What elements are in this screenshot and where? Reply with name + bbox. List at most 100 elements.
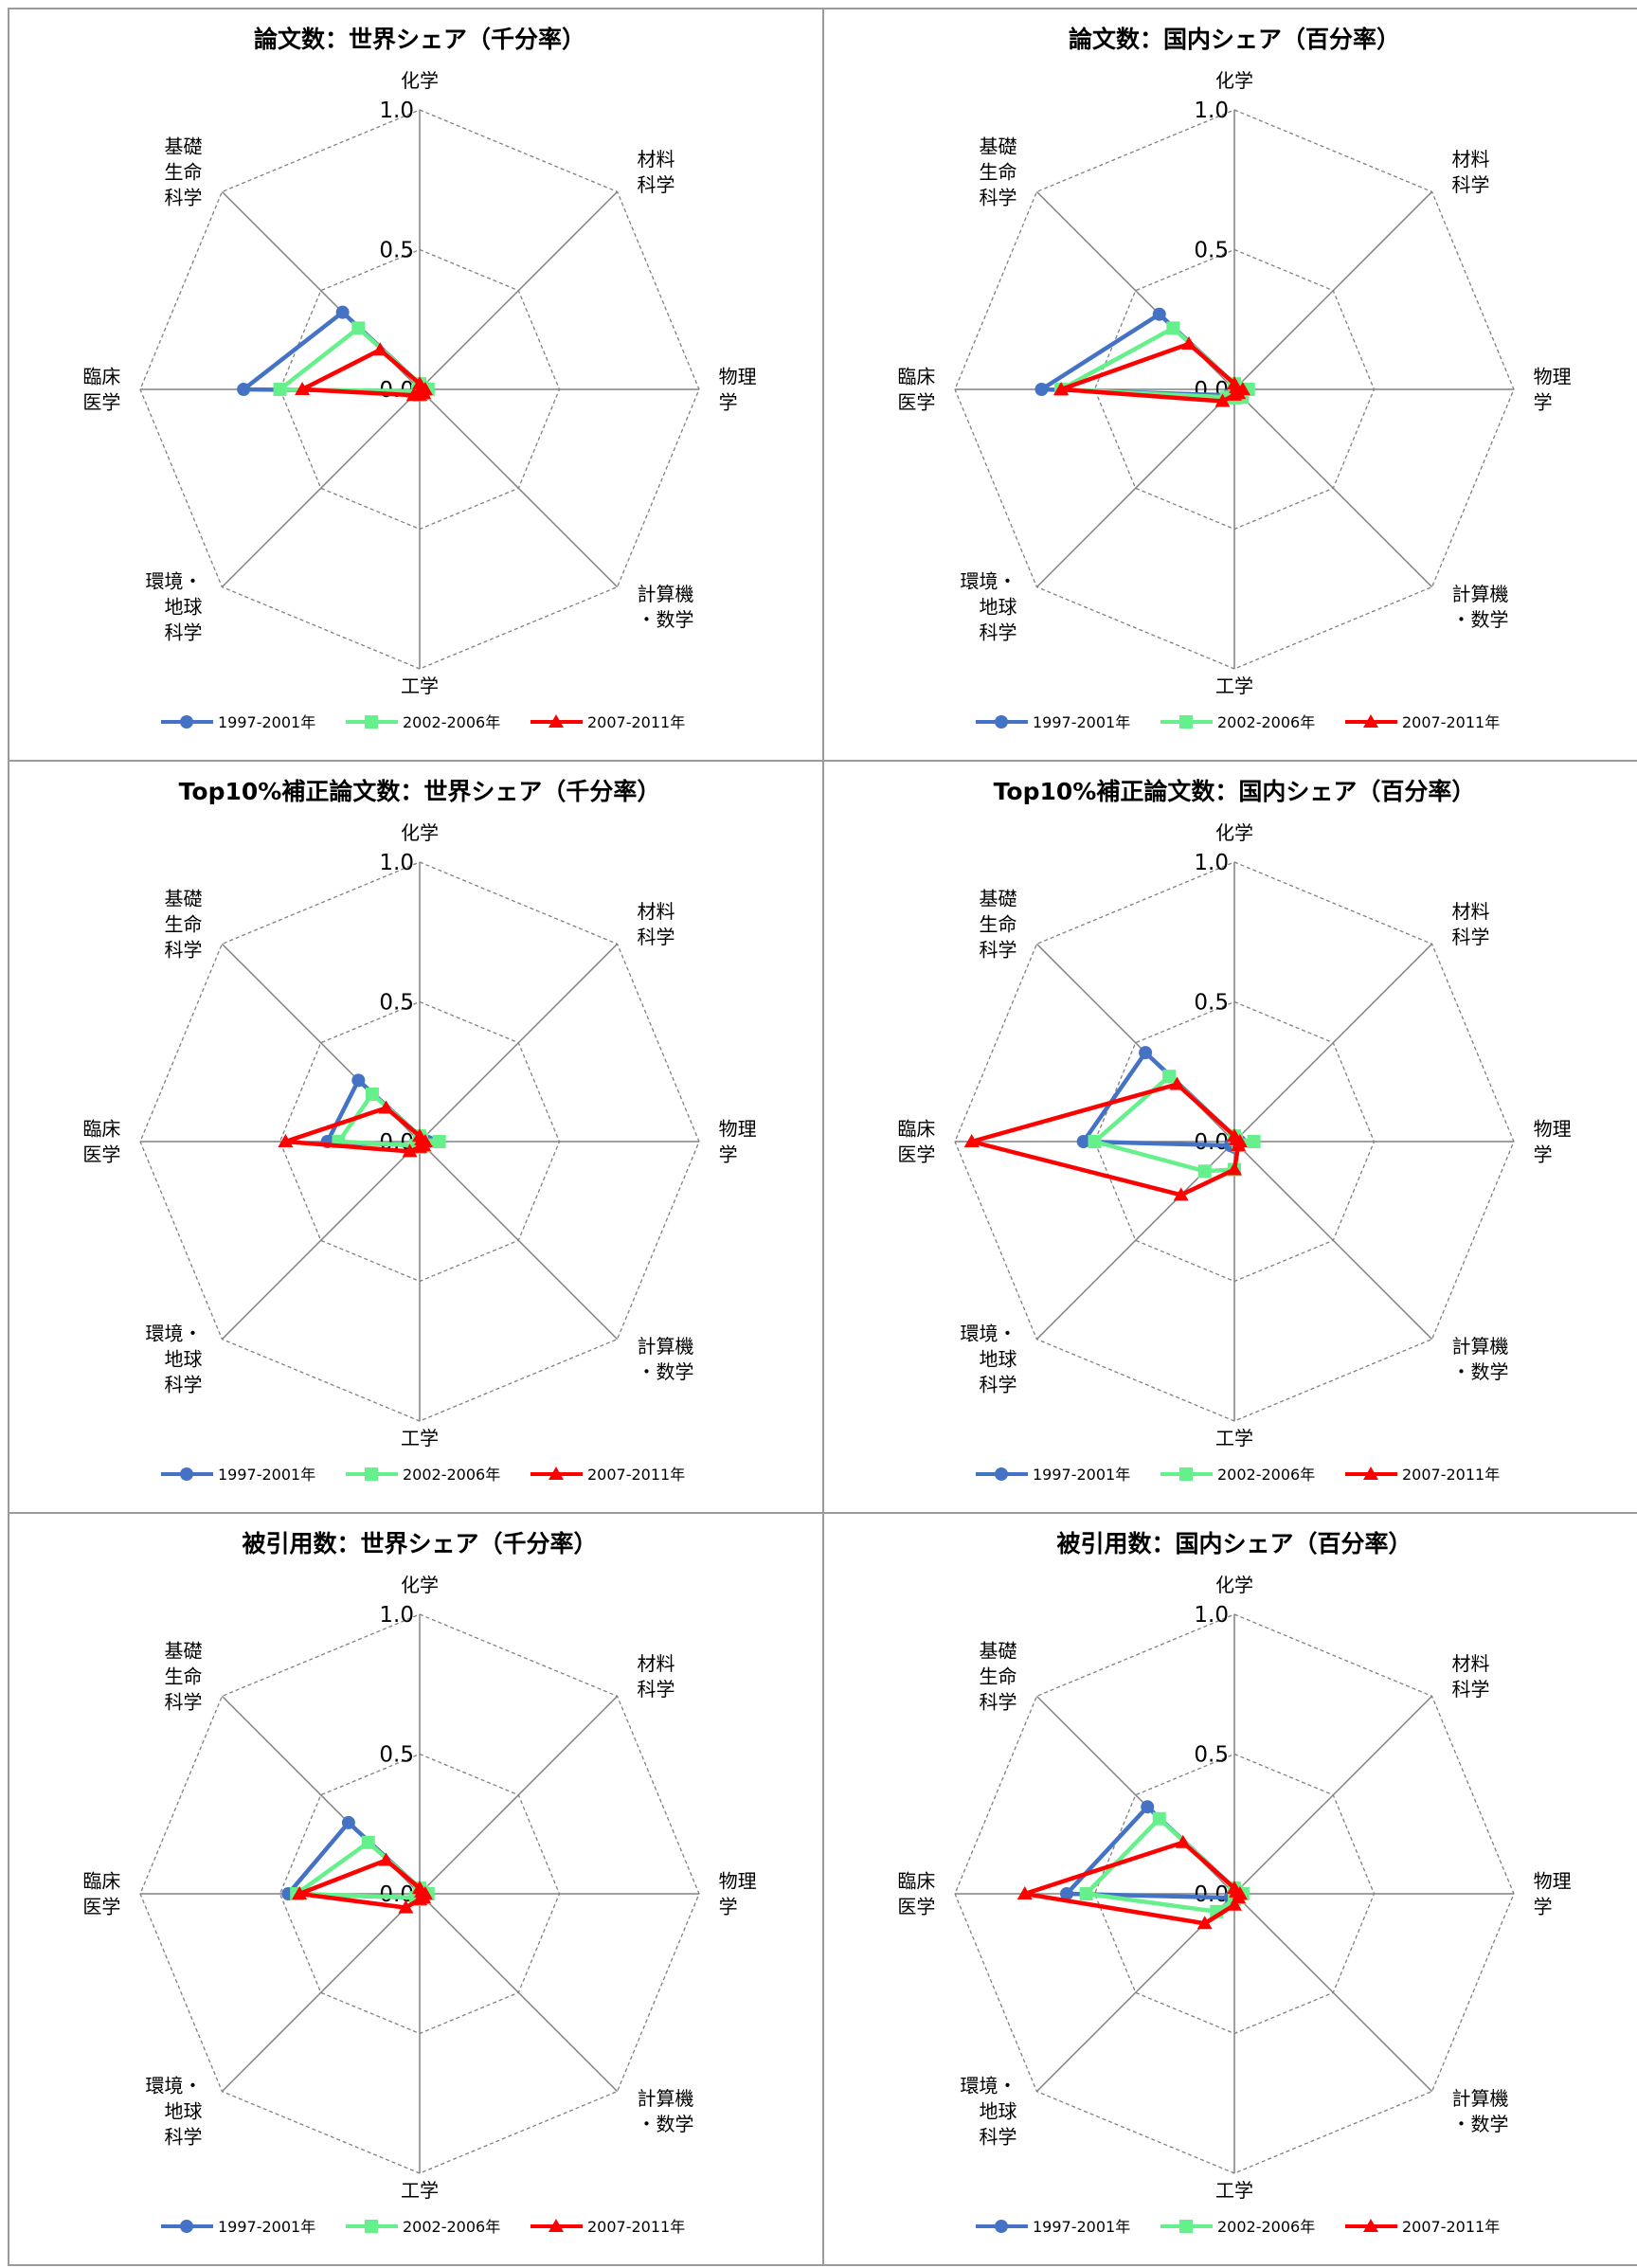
axis-label: 工学 xyxy=(1215,675,1253,697)
series-2007-2011 xyxy=(1053,336,1250,407)
tick-label: 0.5 xyxy=(379,991,414,1016)
data-point xyxy=(361,1835,375,1849)
axis-label: 材料科学 xyxy=(637,1652,675,1701)
axis-label: 基礎生命科学 xyxy=(165,1640,203,1714)
data-point xyxy=(351,321,366,335)
chart-title: 論文数：世界シェア（千分率） xyxy=(254,26,585,53)
data-point xyxy=(292,1886,308,1899)
axis-spoke xyxy=(419,1893,619,2093)
legend-marker xyxy=(549,1467,564,1480)
data-point xyxy=(1214,393,1231,407)
radar-chart-panel: Top10%補正論文数：世界シェア（千分率） 0.0 0.5 1.0 化学 材料科学 物理学… xyxy=(8,760,827,1514)
data-point xyxy=(1139,1046,1153,1060)
tick-label: 0.0 xyxy=(1194,1130,1229,1155)
axis-spoke xyxy=(1233,1695,1433,1895)
axis-spoke xyxy=(1233,1893,1433,2093)
data-point xyxy=(378,1100,394,1114)
legend-label: 2002-2006年 xyxy=(1217,713,1315,731)
legend-label: 1997-2001年 xyxy=(218,2218,315,2236)
tick-label: 1.0 xyxy=(379,851,414,875)
axis-label: 環境・地球科学 xyxy=(961,569,1017,643)
data-point xyxy=(1227,1161,1242,1176)
legend-marker xyxy=(995,2220,1008,2233)
data-point xyxy=(351,1073,366,1088)
axis-label: 工学 xyxy=(1215,2179,1253,2202)
radar-chart-panel: 論文数：国内シェア（百分率） 0.0 0.5 1.0 化学 材料科学 物理学 計算機・数学 工学… xyxy=(822,8,1637,762)
axis-label: 物理学 xyxy=(1534,366,1572,414)
legend-marker xyxy=(1179,1467,1193,1481)
axis-label: 基礎生命科学 xyxy=(980,888,1017,962)
radar-chart: 被引用数：世界シェア（千分率）0.00.51.0化学材料科学物理学計算機・数学工… xyxy=(82,1530,756,2236)
data-point xyxy=(341,1815,355,1829)
data-point xyxy=(1227,1897,1242,1911)
legend-label: 1997-2001年 xyxy=(1033,713,1130,731)
axis-spoke xyxy=(1233,1141,1433,1341)
axis-label: 物理学 xyxy=(1534,1870,1572,1918)
legend-marker xyxy=(180,2220,193,2233)
axis-label: 環境・地球科学 xyxy=(146,1322,203,1395)
tick-label: 0.0 xyxy=(1194,1882,1229,1907)
tick-label: 1.0 xyxy=(379,99,414,123)
axis-label: 化学 xyxy=(401,69,439,92)
data-point xyxy=(372,342,388,356)
legend-marker xyxy=(995,715,1008,729)
data-point xyxy=(1166,321,1180,335)
legend-marker xyxy=(365,2220,378,2233)
axis-label: 材料科学 xyxy=(1451,900,1489,948)
tick-label: 0.5 xyxy=(379,1743,414,1768)
legend-marker xyxy=(1363,1467,1378,1480)
legend-label: 1997-2001年 xyxy=(1033,2218,1130,2236)
legend-label: 2007-2011年 xyxy=(1402,2218,1500,2236)
axis-label: 化学 xyxy=(1215,69,1253,92)
legend-marker xyxy=(1363,2219,1378,2232)
series-2007-2011 xyxy=(292,1852,433,1914)
data-point xyxy=(1181,336,1197,351)
axis-label: 化学 xyxy=(401,1574,439,1596)
data-point xyxy=(1079,1887,1093,1900)
legend-marker xyxy=(1363,714,1378,728)
legend-label: 1997-2001年 xyxy=(218,713,315,731)
legend: 1997-2001年 2002-2006年 2007-2011年 xyxy=(161,1466,685,1484)
legend-label: 2007-2011年 xyxy=(1402,1466,1500,1484)
data-point xyxy=(1034,383,1049,396)
axis-spoke xyxy=(1035,388,1235,588)
data-point xyxy=(1247,1135,1261,1148)
axis-label: 基礎生命科学 xyxy=(980,1640,1017,1714)
data-point xyxy=(412,1139,427,1153)
axis-spoke xyxy=(419,1141,619,1341)
axis-label: 臨床医学 xyxy=(82,1870,120,1918)
axis-label: 臨床医学 xyxy=(82,366,120,414)
data-point xyxy=(1173,1187,1189,1201)
data-point xyxy=(1231,1138,1247,1152)
tick-label: 0.5 xyxy=(1194,239,1229,263)
axis-spoke xyxy=(221,1893,421,2093)
tick-label: 0.5 xyxy=(1194,991,1229,1016)
data-point xyxy=(1175,1834,1191,1848)
tick-label: 1.0 xyxy=(1194,1603,1229,1628)
tick-label: 1.0 xyxy=(379,1603,414,1628)
legend-label: 2002-2006年 xyxy=(403,1466,500,1484)
data-point xyxy=(963,1134,980,1147)
axis-label: 物理学 xyxy=(1534,1118,1572,1166)
axis-label: 環境・地球科学 xyxy=(961,1322,1017,1395)
legend-label: 2007-2011年 xyxy=(587,713,685,731)
legend-marker xyxy=(1179,2220,1193,2233)
legend-marker xyxy=(1179,715,1193,729)
axis-label: 基礎生命科学 xyxy=(980,135,1017,209)
axis-label: 基礎生命科学 xyxy=(165,888,203,962)
data-point xyxy=(398,1899,414,1914)
axis-label: 物理学 xyxy=(719,1118,757,1166)
axis-label: 臨床医学 xyxy=(897,366,935,414)
axis-label: 計算機・数学 xyxy=(637,1335,693,1383)
data-point xyxy=(1060,1887,1073,1900)
radar-chart-panel: Top10%補正論文数：国内シェア（百分率） 0.0 0.5 1.0 化学 材料科学 物理学… xyxy=(822,760,1637,1514)
data-point xyxy=(335,305,350,319)
axis-label: 環境・地球科学 xyxy=(146,2074,203,2148)
axis-label: 化学 xyxy=(1215,1574,1253,1596)
axis-label: 環境・地球科学 xyxy=(146,569,203,643)
data-point xyxy=(1152,1811,1166,1826)
legend-marker xyxy=(180,715,193,729)
legend: 1997-2001年 2002-2006年 2007-2011年 xyxy=(976,713,1500,731)
legend-marker xyxy=(365,715,378,729)
axis-label: 材料科学 xyxy=(637,148,675,196)
